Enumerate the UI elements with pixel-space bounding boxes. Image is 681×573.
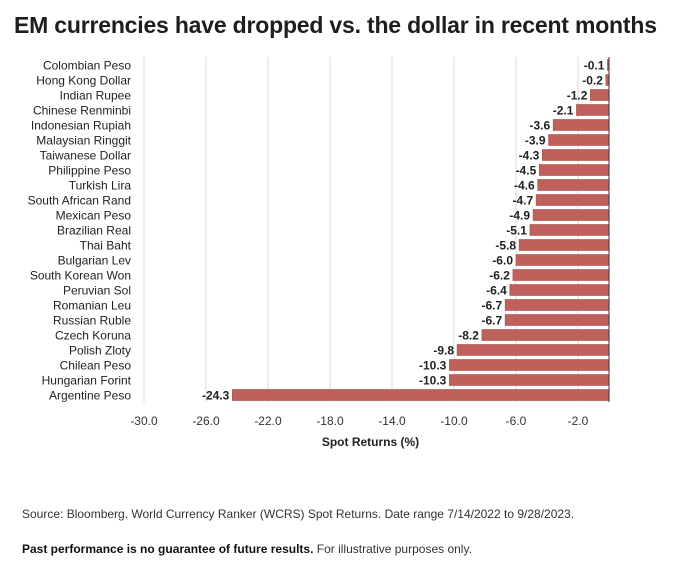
value-label: -0.2 — [582, 74, 603, 88]
category-label: Colombian Peso — [43, 59, 131, 73]
value-label: -4.9 — [509, 209, 530, 223]
bar — [538, 164, 610, 176]
x-tick-label: -6.0 — [506, 414, 527, 428]
x-tick-label: -10.0 — [440, 414, 468, 428]
category-label: Czech Koruna — [55, 329, 131, 343]
bar — [529, 224, 610, 236]
x-tick-label: -14.0 — [378, 414, 406, 428]
value-label: -9.8 — [433, 344, 454, 358]
bar — [576, 104, 610, 116]
value-label: -5.8 — [495, 239, 516, 253]
value-label: -10.3 — [419, 359, 447, 373]
bar — [509, 284, 610, 296]
category-label: Hong Kong Dollar — [36, 74, 131, 88]
bar — [481, 329, 610, 341]
bar — [548, 134, 610, 146]
x-tick-label: -30.0 — [130, 414, 158, 428]
x-axis-ticks: -30.0 -26.0 -22.0 -18.0 -14.0 -10.0 -6.0 -2.0 — [130, 414, 588, 428]
disclaimer-bold: Past performance is no guarantee of futu… — [22, 542, 314, 556]
value-label: -8.2 — [458, 329, 479, 343]
category-label: Russian Ruble — [53, 314, 131, 328]
category-label: Chinese Renminbi — [33, 104, 131, 118]
value-label: -4.3 — [519, 149, 540, 163]
bar — [504, 299, 610, 311]
value-label: -4.7 — [512, 194, 533, 208]
bar — [518, 239, 610, 251]
value-label: -3.9 — [525, 134, 546, 148]
bar — [590, 89, 610, 101]
bar — [532, 209, 610, 221]
value-label: -3.6 — [530, 119, 551, 133]
category-label: Malaysian Ringgit — [36, 134, 131, 148]
category-label: Mexican Peso — [56, 209, 132, 223]
category-label: South African Rand — [28, 194, 131, 208]
disclaimer-note: Past performance is no guarantee of futu… — [22, 542, 472, 556]
bar — [512, 269, 610, 281]
category-label: Philippine Peso — [48, 164, 131, 178]
disclaimer-text: For illustrative purposes only. — [313, 542, 472, 556]
value-label: -5.1 — [506, 224, 527, 238]
value-label: -6.0 — [492, 254, 513, 268]
bar — [449, 359, 610, 371]
value-label: -6.4 — [486, 284, 507, 298]
value-label: -24.3 — [202, 389, 230, 403]
category-label: Hungarian Forint — [42, 374, 132, 388]
bar — [552, 119, 610, 131]
category-label: Taiwanese Dollar — [40, 149, 131, 163]
x-tick-label: -22.0 — [254, 414, 282, 428]
bar — [456, 344, 610, 356]
bar — [449, 374, 610, 386]
category-label: Bulgarian Lev — [58, 254, 131, 268]
value-label: -6.7 — [481, 314, 502, 328]
category-label: Chilean Peso — [60, 359, 132, 373]
category-label: South Korean Won — [30, 269, 131, 283]
bar — [504, 314, 610, 326]
category-label: Argentine Peso — [49, 389, 131, 403]
value-label: -4.5 — [516, 164, 537, 178]
value-label: -6.7 — [481, 299, 502, 313]
category-label: Brazilian Real — [57, 224, 131, 238]
category-label: Polish Zloty — [69, 344, 131, 358]
value-label: -0.1 — [584, 59, 605, 73]
bars — [232, 59, 610, 401]
bar — [537, 179, 610, 191]
bar — [515, 254, 610, 266]
x-tick-label: -18.0 — [316, 414, 344, 428]
bar — [232, 389, 610, 401]
value-label: -1.2 — [567, 89, 588, 103]
chart-title: EM currencies have dropped vs. the dolla… — [14, 12, 657, 38]
x-tick-label: -26.0 — [192, 414, 220, 428]
category-label: Indonesian Rupiah — [31, 119, 131, 133]
x-tick-label: -2.0 — [568, 414, 589, 428]
category-label: Thai Baht — [80, 239, 132, 253]
value-label: -4.6 — [514, 179, 535, 193]
bar — [542, 149, 610, 161]
bar — [535, 194, 610, 206]
value-label: -2.1 — [553, 104, 574, 118]
source-note: Source: Bloomberg. World Currency Ranker… — [22, 507, 575, 521]
value-label: -6.2 — [489, 269, 510, 283]
value-labels: -0.1-0.2-1.2-2.1-3.6-3.9-4.3-4.5-4.6-4.7… — [202, 59, 605, 403]
x-axis-title: Spot Returns (%) — [322, 435, 419, 449]
category-label: Romanian Leu — [53, 299, 131, 313]
category-label: Indian Rupee — [60, 89, 132, 103]
value-label: -10.3 — [419, 374, 447, 388]
category-label: Peruvian Sol — [63, 284, 131, 298]
category-label: Turkish Lira — [69, 179, 132, 193]
